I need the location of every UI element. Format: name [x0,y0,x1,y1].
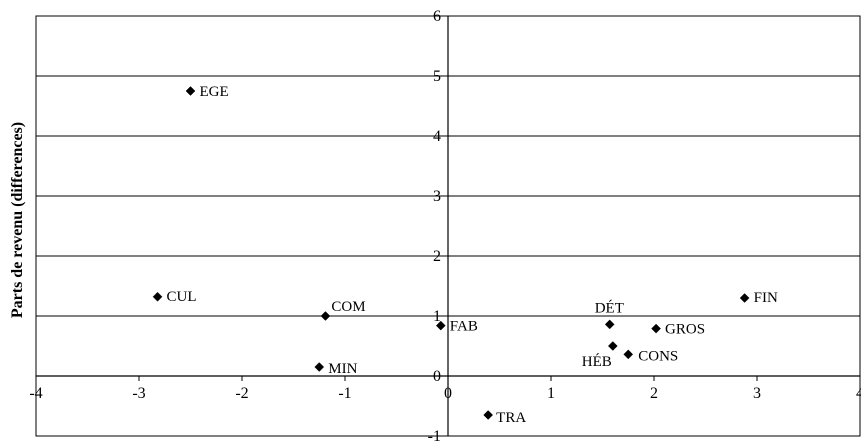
tick-labels: -4 -3 -2 -1 0 1 2 3 4 -1 0 1 2 3 4 5 6 [29,8,861,443]
x-tick-label: 0 [444,385,452,402]
data-point-label: TRA [496,410,526,426]
data-point-label: HÉB [582,353,612,370]
data-point-label: DÉT [595,299,624,316]
y-tick-label: 5 [433,68,441,85]
data-point-label: GROS [665,322,705,338]
data-point-marker [314,362,325,372]
data-point-label: COM [331,299,365,315]
data-point-marker [483,410,494,420]
data-point-label: MIN [328,361,357,377]
x-tick-label: 2 [650,385,658,402]
y-tick-label: 3 [433,188,441,205]
data-point-marker [152,291,163,302]
y-tick-label: 1 [433,308,441,325]
data-point-marker [623,349,634,360]
axes-layer [35,15,861,437]
data-point-marker [185,86,196,96]
x-tick-label: -4 [29,385,42,402]
y-tick-label: 2 [433,248,441,265]
data-point-marker [604,319,615,330]
data-point-marker [607,341,618,351]
x-tick-label: -3 [132,385,145,402]
x-tick-label: 3 [753,385,761,402]
x-tick-label: 1 [547,385,555,402]
x-tick-label: -2 [235,385,248,402]
x-tick-label: 4 [856,385,861,402]
data-point-label: CONS [638,348,678,364]
data-point-marker [651,323,661,334]
data-point-marker [320,311,331,321]
data-point-marker [435,320,446,331]
data-point-marker [739,293,750,303]
y-tick-label: 6 [433,8,441,25]
x-tick-label: -1 [338,385,351,402]
data-point-label: CUL [167,289,197,305]
data-point-label: EGE [200,84,229,100]
data-point-label: FAB [450,319,478,335]
y-tick-label: -1 [428,428,441,443]
y-tick-label: 4 [433,128,441,145]
data-point-label: FIN [754,290,778,306]
data-points: EGE CUL COM MIN FAB DÉT GROS FIN HÉB CONS TRA [152,84,778,426]
y-axis-label: Parts de revenu (differences) [9,122,26,318]
y-tick-label: 0 [433,368,441,385]
